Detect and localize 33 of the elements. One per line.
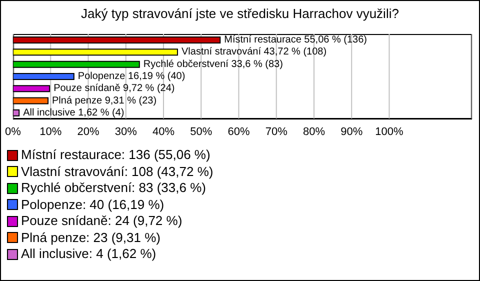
x-tick-label: 70% bbox=[265, 126, 288, 138]
x-tick-label: 40% bbox=[152, 126, 175, 138]
x-tick-label: 90% bbox=[340, 126, 363, 138]
x-tick-label: 100% bbox=[375, 126, 404, 138]
data-label: All inclusive 1,62 % (4) bbox=[23, 107, 124, 118]
data-label: Rychlé občerstvení 33,6 % (83) bbox=[143, 58, 283, 70]
x-tick-label: 20% bbox=[77, 126, 100, 138]
x-tick-label: 80% bbox=[302, 126, 326, 138]
x-tick-label: 30% bbox=[114, 126, 138, 138]
bar bbox=[13, 85, 50, 92]
text: Polopenze: 40 (16,19 %) bbox=[21, 196, 164, 213]
chart-title: Jaký typ stravování jste ve středisku Harrachov využili? bbox=[80, 6, 400, 21]
data-label: Plná penze 9,31 % (23) bbox=[52, 95, 157, 106]
data-label: Místní restaurace 55,06 % (136) bbox=[224, 34, 368, 46]
text: Rychlé občerstvení: 83 (33,6 %) bbox=[21, 180, 206, 196]
x-tick-label: 60% bbox=[228, 126, 250, 138]
bar bbox=[13, 109, 20, 116]
data-label: Polopenze 16,19 % (40) bbox=[78, 70, 186, 82]
text: Plná penze: 23 (9,31 %) bbox=[21, 230, 160, 246]
data-label: Pouze snídaně 9,72 % (24) bbox=[54, 83, 175, 94]
text: Pouze snídaně: 24 (9,72 %) bbox=[21, 213, 182, 230]
x-tick-label: 10% bbox=[40, 126, 62, 138]
bar bbox=[13, 72, 74, 80]
text: Místní restaurace: 136 (55,06 %) bbox=[21, 147, 210, 164]
text: All inclusive: 4 (1,62 %) bbox=[21, 246, 156, 262]
text: Vlastní stravování: 108 (43,72 %) bbox=[21, 164, 214, 180]
bar bbox=[13, 97, 49, 104]
bar bbox=[13, 36, 221, 44]
x-tick-label: 0% bbox=[5, 126, 22, 138]
bar bbox=[13, 48, 178, 56]
bar bbox=[13, 60, 140, 68]
data-label: Vlastní stravování 43,72 % (108) bbox=[181, 46, 327, 58]
x-tick-label: 50% bbox=[190, 126, 212, 138]
